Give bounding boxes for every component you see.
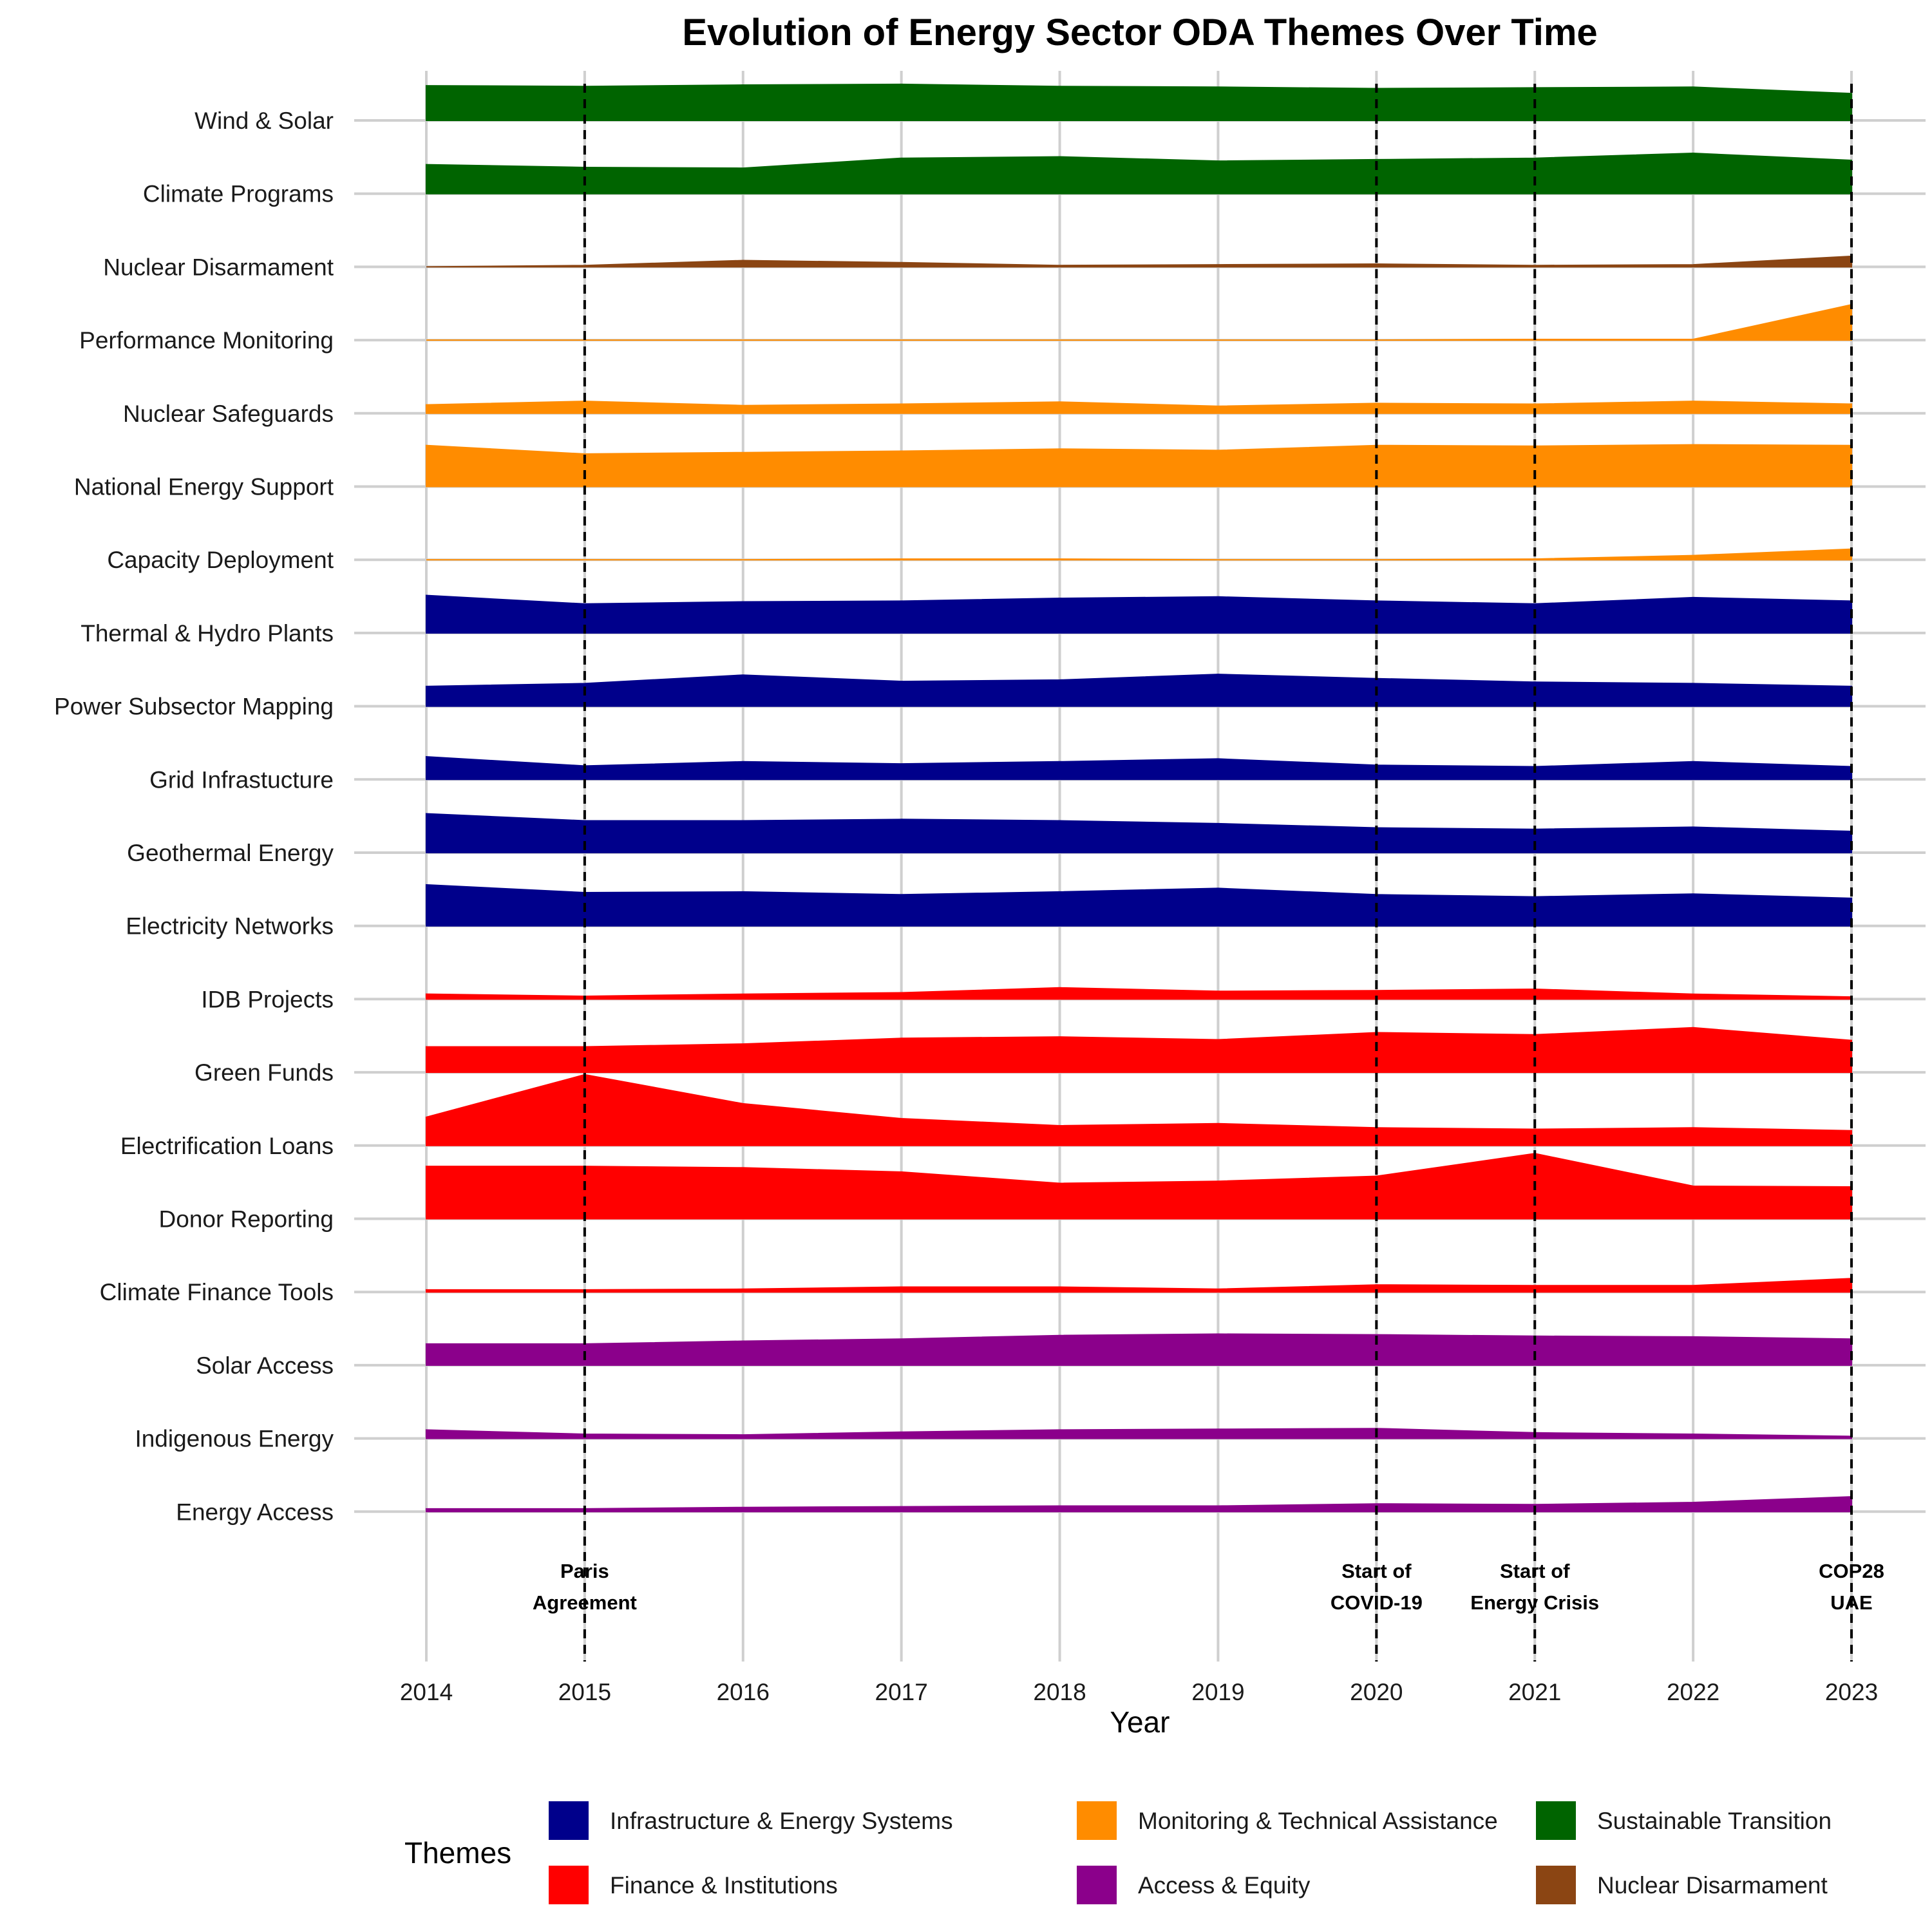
x-tick-2022: 2022 [1667,1679,1719,1705]
legend-swatch-finance-and-institutions [549,1866,589,1904]
event-label-2020: Start of [1341,1560,1412,1582]
ridge-indigenous-energy [426,1428,1852,1439]
x-tick-2014: 2014 [400,1679,453,1705]
x-tick-2018: 2018 [1033,1679,1086,1705]
ridge-performance-monitoring [426,303,1852,341]
y-label-climate-programs: Climate Programs [143,181,334,207]
legend-swatch-infrastructure-and-energy-systems [549,1801,589,1840]
legend-label-finance-and-institutions: Finance & Institutions [610,1872,838,1899]
x-axis-title: Year [1110,1705,1170,1739]
event-lines: Paris Agreement Start of COVID-19 Start of En… [533,84,1884,1662]
legend-label-monitoring-and-technical-assistance: Monitoring & Technical Assistance [1138,1808,1498,1834]
ridge-nuclear-safeguards [426,401,1852,414]
y-label-thermal-and-hydro-plants: Thermal & Hydro Plants [80,620,334,647]
y-label-climate-finance-tools: Climate Finance Tools [100,1279,334,1305]
ridge-climate-programs [426,152,1852,194]
legend-label-sustainable-transition: Sustainable Transition [1597,1808,1832,1834]
y-label-nuclear-disarmament: Nuclear Disarmament [103,254,334,280]
y-label-performance-monitoring: Performance Monitoring [79,327,334,354]
y-label-wind-and-solar: Wind & Solar [194,108,334,134]
legend: Themes Infrastructure & Energy Systems Mo… [404,1801,1832,1904]
event-label-2020: COVID-19 [1331,1591,1423,1614]
x-tick-2023: 2023 [1825,1679,1878,1705]
ridge-areas [426,83,1852,1513]
y-label-grid-infrastucture: Grid Infrastucture [149,766,334,793]
ridge-electricity-networks [426,884,1852,927]
x-tick-2016: 2016 [717,1679,770,1705]
y-label-solar-access: Solar Access [196,1352,334,1379]
ridge-green-funds [426,1027,1852,1074]
legend-label-infrastructure-and-energy-systems: Infrastructure & Energy Systems [610,1808,953,1834]
y-axis-labels: Wind & Solar Climate Programs Nuclear Disa… [54,108,334,1525]
x-tick-2020: 2020 [1350,1679,1403,1705]
y-label-capacity-deployment: Capacity Deployment [107,547,334,573]
y-label-idb-projects: IDB Projects [201,986,334,1012]
ridge-idb-projects [426,987,1852,1000]
ridge-grid-infrastucture [426,756,1852,781]
ridge-donor-reporting [426,1153,1852,1220]
ridge-wind-and-solar [426,83,1852,121]
chart-title: Evolution of Energy Sector ODA Themes Ov… [682,12,1597,53]
legend-swatch-sustainable-transition [1536,1801,1576,1840]
legend-swatch-monitoring-and-technical-assistance [1077,1801,1117,1840]
event-label-2023: UAE [1830,1591,1872,1614]
y-label-donor-reporting: Donor Reporting [159,1206,334,1233]
legend-title: Themes [404,1836,511,1870]
legend-swatch-access-and-equity [1077,1866,1117,1904]
ridge-energy-access [426,1496,1852,1513]
event-label-2021: Energy Crisis [1470,1591,1599,1614]
event-label-2015: Agreement [533,1591,637,1614]
y-label-electricity-networks: Electricity Networks [126,913,334,940]
ridge-geothermal-energy [426,813,1852,853]
x-tick-2015: 2015 [558,1679,611,1705]
y-label-electrification-loans: Electrification Loans [120,1133,334,1159]
ridge-nuclear-disarmament [426,255,1852,268]
x-tick-2019: 2019 [1191,1679,1244,1705]
y-label-power-subsector-mapping: Power Subsector Mapping [54,694,334,720]
ridge-national-energy-support [426,444,1852,488]
legend-label-access-and-equity: Access & Equity [1138,1872,1311,1899]
x-tick-2021: 2021 [1508,1679,1561,1705]
y-label-green-funds: Green Funds [194,1059,334,1086]
y-label-geothermal-energy: Geothermal Energy [127,840,334,866]
grid [354,71,1926,1662]
ridge-electrification-loans [426,1074,1852,1146]
ridge-thermal-and-hydro-plants [426,594,1852,634]
ridge-power-subsector-mapping [426,674,1852,707]
y-label-energy-access: Energy Access [176,1499,334,1525]
ridge-climate-finance-tools [426,1278,1852,1293]
y-label-national-energy-support: National Energy Support [74,474,334,500]
y-label-indigenous-energy: Indigenous Energy [135,1426,334,1452]
event-label-2023: COP28 [1819,1560,1884,1582]
y-label-nuclear-safeguards: Nuclear Safeguards [123,401,334,427]
legend-swatch-nuclear-disarmament [1536,1866,1576,1904]
legend-label-nuclear-disarmament: Nuclear Disarmament [1597,1872,1828,1899]
event-label-2015: Paris [560,1560,609,1582]
ridge-solar-access [426,1333,1852,1366]
ridge-capacity-deployment [426,548,1852,561]
x-tick-2017: 2017 [875,1679,928,1705]
x-axis-ticks: 2014 2015 2016 2017 2018 2019 2020 2021 2022 2023 [400,1679,1878,1705]
event-label-2021: Start of [1500,1560,1570,1582]
